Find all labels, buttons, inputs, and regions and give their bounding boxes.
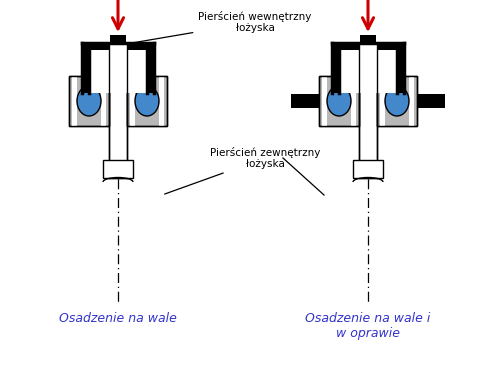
Bar bbox=[339, 50, 397, 93]
Bar bbox=[319, 76, 359, 126]
Bar bbox=[82, 43, 154, 50]
Bar bbox=[130, 76, 135, 126]
Bar bbox=[89, 50, 147, 93]
Bar bbox=[377, 76, 417, 126]
Bar bbox=[103, 160, 133, 178]
Bar bbox=[109, 7, 127, 50]
Bar bbox=[101, 76, 106, 126]
Bar bbox=[409, 76, 414, 126]
Bar bbox=[359, 7, 377, 50]
Bar bbox=[110, 35, 126, 43]
Bar bbox=[332, 50, 339, 93]
Bar bbox=[109, 43, 127, 178]
Bar bbox=[72, 76, 77, 126]
Ellipse shape bbox=[135, 86, 159, 116]
Bar bbox=[360, 35, 376, 43]
Bar bbox=[147, 50, 154, 93]
Text: Pierścień wewnętrzny
łożyska: Pierścień wewnętrzny łożyska bbox=[122, 11, 312, 45]
Bar bbox=[332, 43, 404, 50]
Bar bbox=[69, 76, 109, 126]
Text: Pierścień zewnętrzny
łożyska: Pierścień zewnętrzny łożyska bbox=[164, 147, 320, 194]
Bar bbox=[359, 43, 377, 178]
Ellipse shape bbox=[385, 86, 409, 116]
Bar bbox=[380, 76, 385, 126]
Bar bbox=[159, 76, 164, 126]
Bar bbox=[291, 94, 319, 108]
Bar bbox=[82, 50, 89, 93]
Ellipse shape bbox=[327, 86, 351, 116]
Bar bbox=[351, 76, 356, 126]
Bar bbox=[417, 94, 445, 108]
Text: Osadzenie na wale: Osadzenie na wale bbox=[59, 312, 177, 325]
Bar bbox=[322, 76, 327, 126]
Ellipse shape bbox=[77, 86, 101, 116]
Bar bbox=[127, 76, 167, 126]
Bar bbox=[319, 76, 359, 126]
Bar bbox=[377, 76, 417, 126]
Bar bbox=[69, 76, 109, 126]
Bar bbox=[353, 160, 383, 178]
Bar bbox=[397, 50, 404, 93]
Text: Osadzenie na wale i
w oprawie: Osadzenie na wale i w oprawie bbox=[306, 312, 430, 340]
Bar bbox=[127, 76, 167, 126]
